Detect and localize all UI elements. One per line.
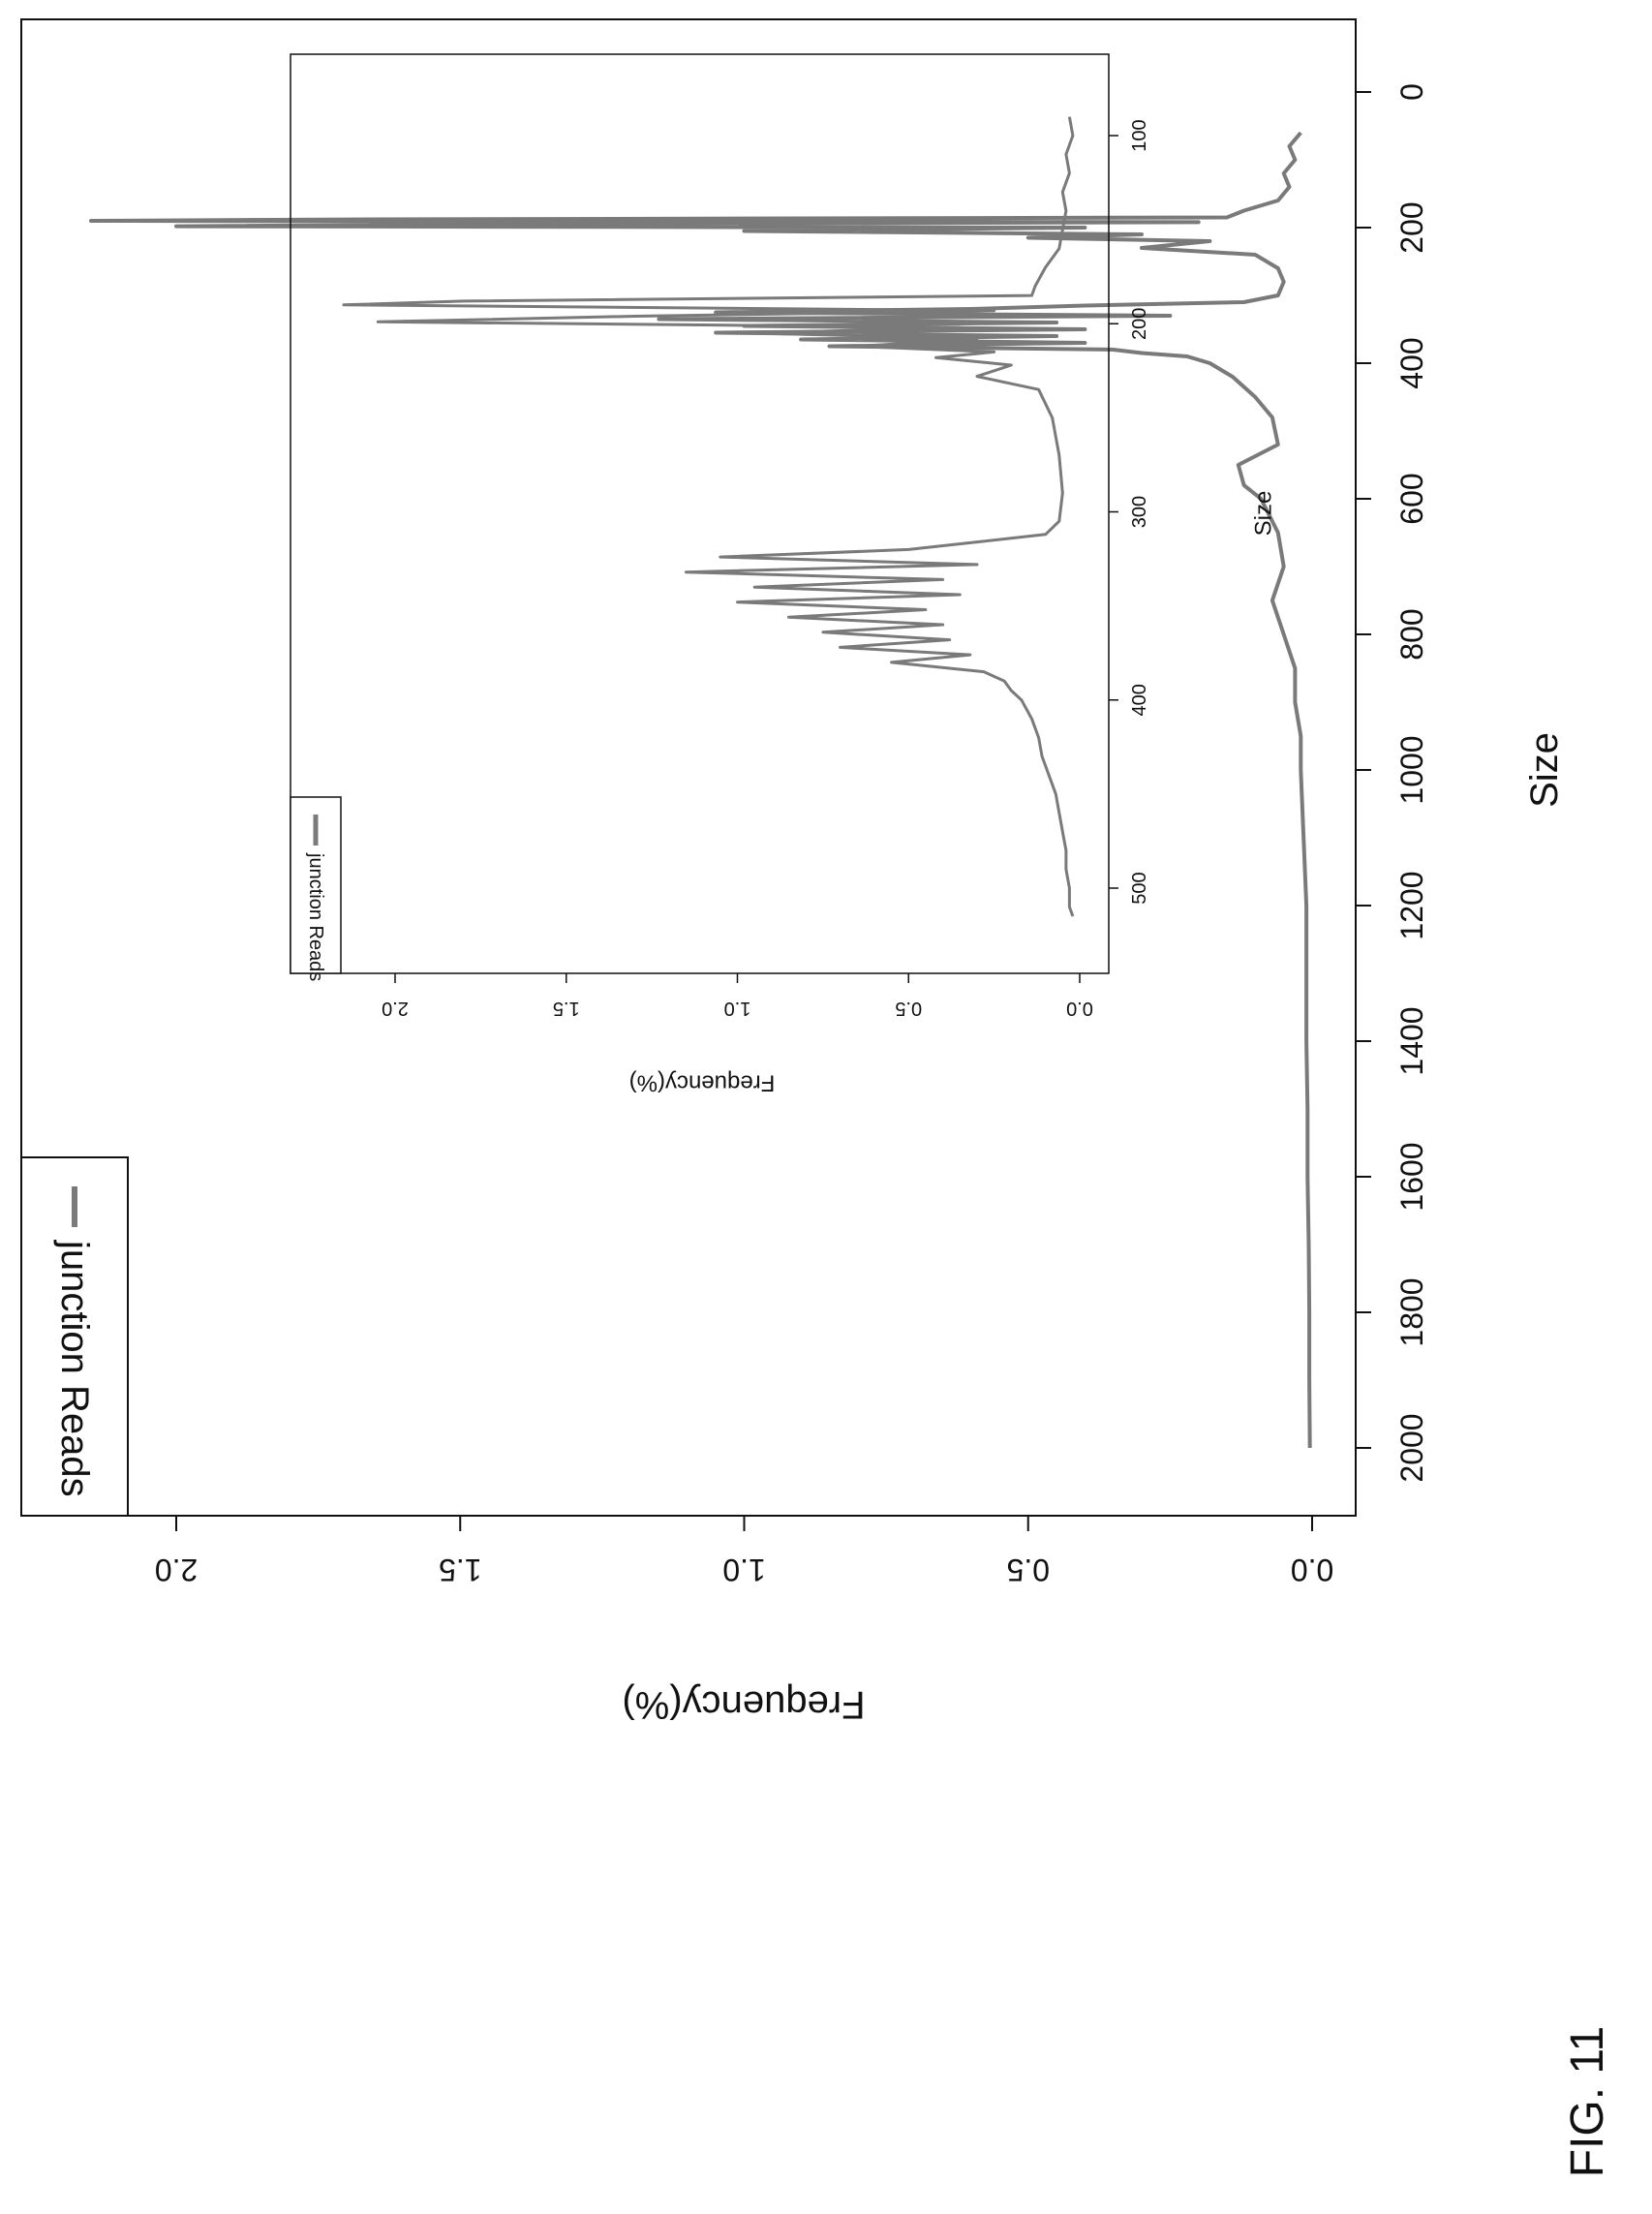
x-tick-label: 1400 [1394, 1006, 1429, 1075]
series-line-junction-reads [342, 116, 1075, 917]
y-axis-title: Frequency(%) [629, 1070, 776, 1096]
x-tick-label: 0 [1394, 83, 1429, 101]
y-tick-label: 1.0 [722, 1553, 765, 1587]
legend-label: junction Reads [305, 852, 326, 981]
y-tick-label: 0.0 [1066, 998, 1093, 1019]
x-tick-label: 1200 [1394, 871, 1429, 939]
legend: junction Reads [290, 796, 342, 981]
plot-frame [290, 53, 1110, 974]
legend: junction Reads [20, 1156, 129, 1517]
main-chart: 0 200 400 600 800 1000 1200 1400 1600 1800 2000 0.0… [20, 18, 1566, 1726]
x-tick-label: 400 [1394, 337, 1429, 388]
legend-label: junction Reads [53, 1240, 96, 1497]
y-tick-label: 2.0 [382, 998, 409, 1019]
inset-chart: 100 200 300 400 500 0.0 0.5 1.0 1.5 2.0 Size Freque… [290, 53, 1277, 1096]
x-axis-title: Size [1523, 732, 1566, 808]
x-tick-label: 1600 [1394, 1142, 1429, 1211]
x-tick-label: 400 [1129, 684, 1150, 716]
y-tick-label: 1.5 [553, 998, 580, 1019]
series-line-junction-reads [89, 131, 1312, 1449]
y-axis-title: Frequency(%) [622, 1683, 865, 1726]
x-tick-label: 500 [1129, 872, 1150, 904]
y-tick-label: 2.0 [155, 1553, 198, 1587]
plot-frame [20, 18, 1357, 1517]
y-tick-label: 0.5 [895, 998, 922, 1019]
y-tick-label: 0.5 [1007, 1553, 1050, 1587]
x-tick-label: 800 [1394, 608, 1429, 660]
x-tick-label: 2000 [1394, 1413, 1429, 1482]
x-tick-label: 100 [1129, 119, 1150, 151]
x-axis-title: Size [1251, 491, 1277, 537]
x-tick-label: 600 [1394, 473, 1429, 524]
y-tick-label: 1.0 [724, 998, 751, 1019]
x-tick-label: 1800 [1394, 1277, 1429, 1346]
x-tick-label: 200 [1129, 308, 1150, 340]
x-tick-label: 300 [1129, 496, 1150, 528]
x-tick-label: 200 [1394, 201, 1429, 253]
x-tick-label: 1000 [1394, 735, 1429, 804]
y-tick-label: 1.5 [439, 1553, 481, 1587]
y-tick-label: 0.0 [1291, 1553, 1333, 1587]
figure-label: FIG. 11 [1562, 2026, 1613, 2178]
